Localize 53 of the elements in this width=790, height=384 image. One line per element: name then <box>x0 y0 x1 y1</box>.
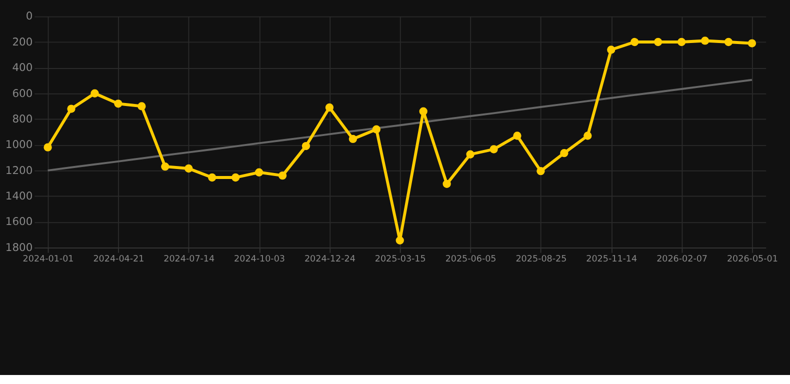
point <box>278 171 287 180</box>
point <box>114 100 122 108</box>
point <box>630 38 639 46</box>
point <box>748 39 756 48</box>
point <box>513 132 522 140</box>
point <box>138 102 146 110</box>
point <box>490 145 498 154</box>
y-tick-label: 0 <box>26 10 33 23</box>
point <box>536 167 545 176</box>
point <box>419 107 428 116</box>
x-tick-label: 2024-04-21 <box>93 254 144 265</box>
point <box>90 89 99 98</box>
point <box>67 104 76 113</box>
y-tick-label: 600 <box>12 86 33 100</box>
point <box>442 180 451 188</box>
point <box>348 134 358 144</box>
x-tick-label: 2025-06-05 <box>445 254 496 265</box>
x-tick-label: 2025-08-25 <box>516 254 567 265</box>
x-tick-label: 2026-05-01 <box>726 254 778 265</box>
y-tick-label: 200 <box>12 35 33 48</box>
point <box>231 173 240 182</box>
y-tick-label: 1200 <box>5 164 33 177</box>
point <box>161 162 170 171</box>
point <box>700 36 710 45</box>
point <box>724 38 733 46</box>
point <box>607 46 616 54</box>
x-tick-label: 2026-02-07 <box>656 254 708 265</box>
x-tick-label: 2024-10-03 <box>234 254 286 265</box>
x-tick-label: 2024-12-24 <box>304 254 356 265</box>
y-tick-label: 1600 <box>5 215 33 228</box>
point <box>654 38 662 46</box>
point <box>254 168 264 176</box>
point <box>372 125 380 134</box>
point <box>184 164 193 173</box>
x-tick-label: 2025-03-15 <box>374 254 426 265</box>
x-tick-label: 2024-01-01 <box>22 254 74 265</box>
point <box>677 38 686 46</box>
x-tick-label: 2024-07-14 <box>164 254 215 265</box>
point <box>466 150 474 158</box>
y-tick-label: 1400 <box>5 190 33 203</box>
x-tick-label: 2025-11-14 <box>586 254 638 265</box>
point <box>584 132 592 140</box>
point <box>396 236 404 244</box>
point <box>208 173 216 182</box>
point <box>325 103 334 112</box>
y-tick-label: 400 <box>12 61 33 74</box>
y-tick-label: 800 <box>12 112 33 126</box>
point <box>560 149 568 158</box>
line-series <box>46 78 753 172</box>
y-tick-label: 1000 <box>5 138 33 152</box>
point <box>44 143 52 152</box>
y-tick-label: 1800 <box>5 240 33 254</box>
point <box>302 142 310 150</box>
